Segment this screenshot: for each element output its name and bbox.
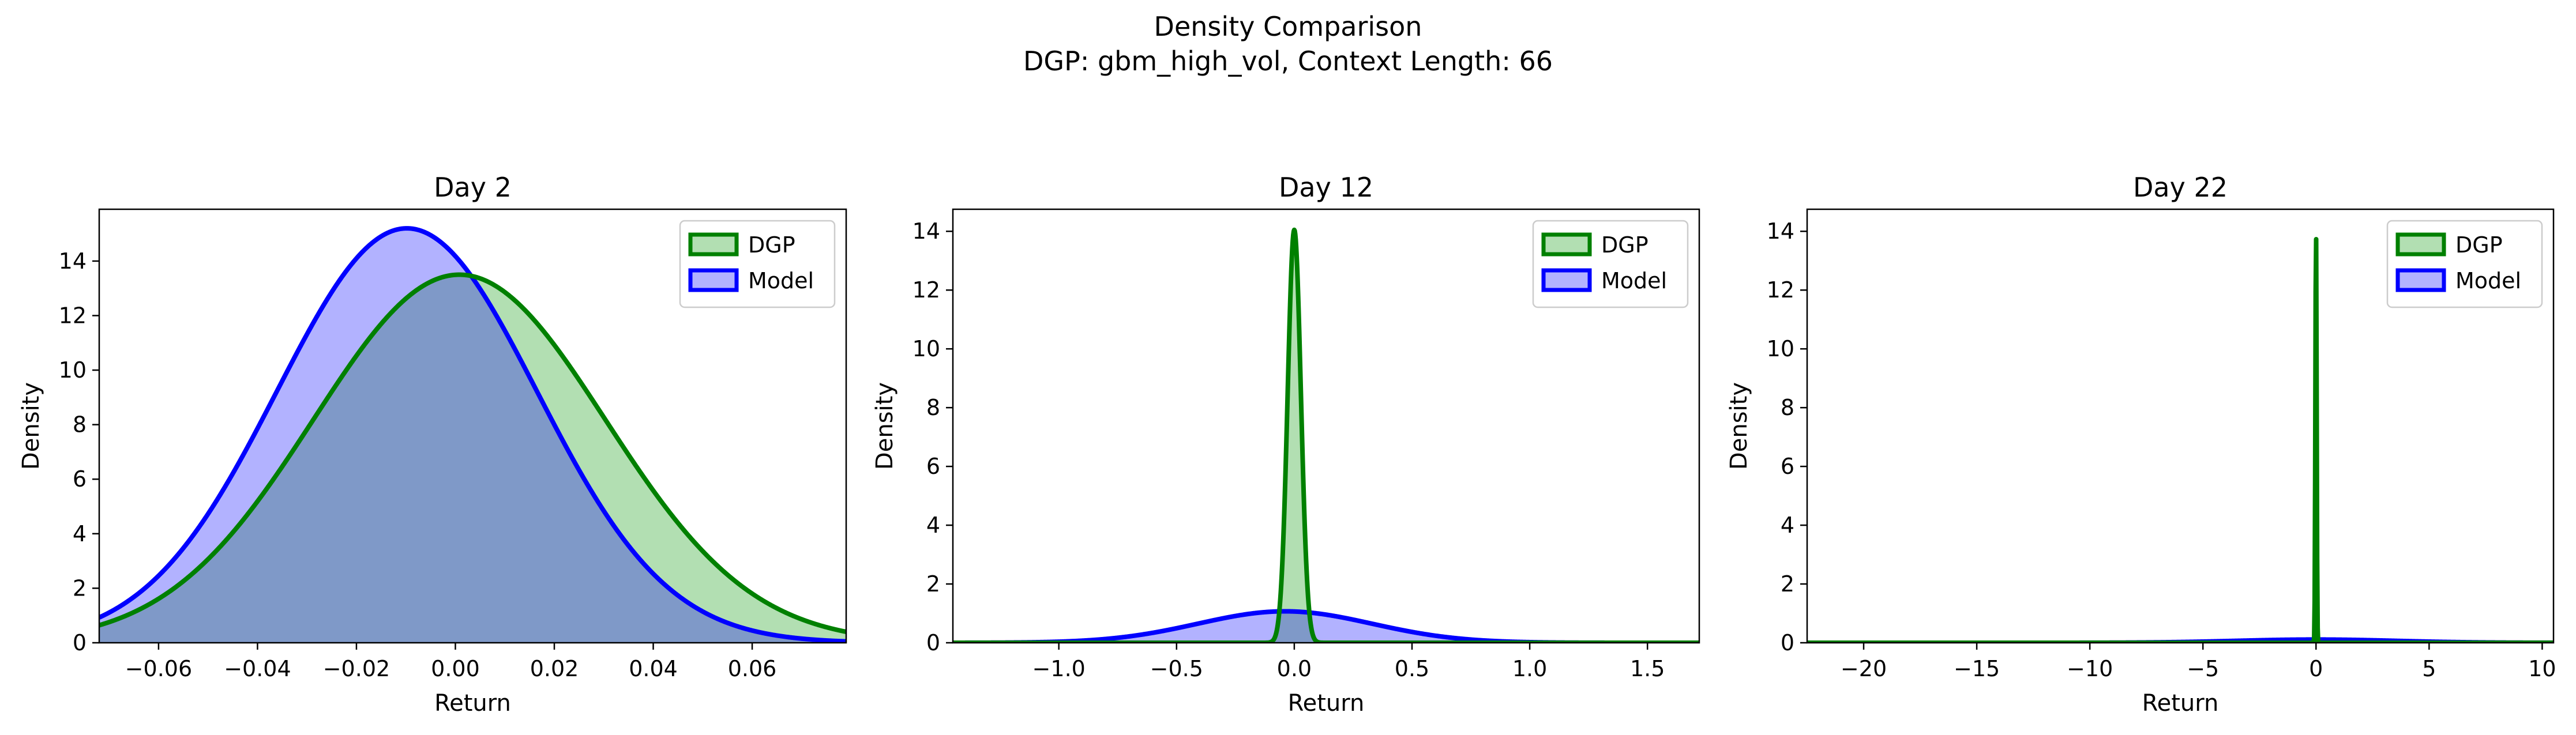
y-tick-label: 12 <box>913 277 940 303</box>
y-tick-label: 6 <box>1781 454 1794 479</box>
x-tick-label: 10 <box>2528 656 2556 681</box>
figure-subtitle: DGP: gbm_high_vol, Context Length: 66 <box>1023 46 1553 77</box>
legend-label-dgp: DGP <box>1601 232 1649 258</box>
y-tick-label: 4 <box>73 521 87 546</box>
y-tick-label: 12 <box>1767 277 1794 303</box>
legend-swatch-model <box>2398 270 2444 290</box>
legend-swatch-model <box>1544 270 1590 290</box>
x-tick-label: 1.5 <box>1630 656 1665 681</box>
y-tick-label: 0 <box>1781 630 1794 655</box>
y-tick-label: 4 <box>926 512 940 538</box>
x-axis-label: Return <box>2142 690 2219 717</box>
y-tick-label: 0 <box>926 630 940 655</box>
subplot-title: Day 22 <box>2133 172 2228 203</box>
y-tick-label: 14 <box>1767 218 1794 244</box>
y-axis-label: Density <box>872 382 898 470</box>
y-tick-label: 12 <box>59 303 87 328</box>
legend: DGP Model <box>680 221 835 307</box>
subplot-day-12: −1.0 −0.5 0.0 0.5 1.0 1.5 0 2 4 6 8 10 12 14 Day 12 Ret… <box>872 172 1699 717</box>
x-tick-label: 1.0 <box>1512 656 1547 681</box>
subplot-title: Day 12 <box>1279 172 1373 203</box>
y-tick-label: 2 <box>926 571 940 597</box>
legend-label-model: Model <box>748 268 814 293</box>
y-tick-label: 6 <box>73 466 87 492</box>
subplot-day-2: −0.06 −0.04 −0.02 0.00 0.02 0.04 0.06 0 2 4 6 8 10 12… <box>18 172 846 717</box>
y-tick-label: 14 <box>59 248 87 274</box>
x-tick-label: −0.04 <box>224 656 291 681</box>
legend-label-dgp: DGP <box>2455 232 2503 258</box>
x-tick-label: −5 <box>2187 656 2219 681</box>
x-tick-label: −1.0 <box>1032 656 1086 681</box>
x-tick-label: 5 <box>2422 656 2436 681</box>
x-tick-label: −0.02 <box>323 656 390 681</box>
y-tick-label: 10 <box>59 357 87 383</box>
x-tick-label: 0.5 <box>1395 656 1429 681</box>
legend: DGP Model <box>2387 221 2542 307</box>
y-tick-label: 2 <box>73 575 87 601</box>
x-tick-label: −0.06 <box>125 656 192 681</box>
y-tick-label: 8 <box>73 412 87 438</box>
y-tick-label: 10 <box>1767 336 1794 361</box>
legend: DGP Model <box>1533 221 1688 307</box>
y-tick-label: 10 <box>913 336 940 361</box>
x-tick-label: 0.00 <box>431 656 480 681</box>
y-tick-label: 8 <box>926 395 940 420</box>
legend-swatch-model <box>690 270 737 290</box>
subplot-title: Day 2 <box>434 172 512 203</box>
legend-swatch-dgp <box>690 235 737 254</box>
x-tick-label: −20 <box>1841 656 1887 681</box>
legend-label-dgp: DGP <box>748 232 795 258</box>
x-tick-label: 0 <box>2309 656 2323 681</box>
legend-label-model: Model <box>1601 268 1667 293</box>
x-tick-label: 0.04 <box>629 656 678 681</box>
x-tick-label: −10 <box>2067 656 2113 681</box>
subplot-day-22: −20 −15 −10 −5 0 5 10 0 2 4 6 8 10 12 14 Day 22 Return De… <box>1726 172 2556 717</box>
x-tick-label: −0.5 <box>1150 656 1203 681</box>
y-axis-label: Density <box>18 382 44 470</box>
legend-label-model: Model <box>2455 268 2521 293</box>
y-tick-label: 2 <box>1781 571 1794 597</box>
y-tick-label: 0 <box>73 630 87 655</box>
x-tick-label: −15 <box>1954 656 2000 681</box>
y-tick-label: 4 <box>1781 512 1794 538</box>
figure-title: Density Comparison <box>1154 11 1422 42</box>
x-tick-label: 0.02 <box>530 656 579 681</box>
y-tick-label: 14 <box>913 218 940 244</box>
x-axis-label: Return <box>434 690 511 717</box>
y-tick-label: 8 <box>1781 395 1794 420</box>
y-tick-label: 6 <box>926 454 940 479</box>
x-tick-label: 0.0 <box>1277 656 1312 681</box>
x-axis-label: Return <box>1288 690 1365 717</box>
x-tick-label: 0.06 <box>728 656 777 681</box>
legend-swatch-dgp <box>1544 235 1590 254</box>
y-axis-label: Density <box>1726 382 1752 470</box>
legend-swatch-dgp <box>2398 235 2444 254</box>
